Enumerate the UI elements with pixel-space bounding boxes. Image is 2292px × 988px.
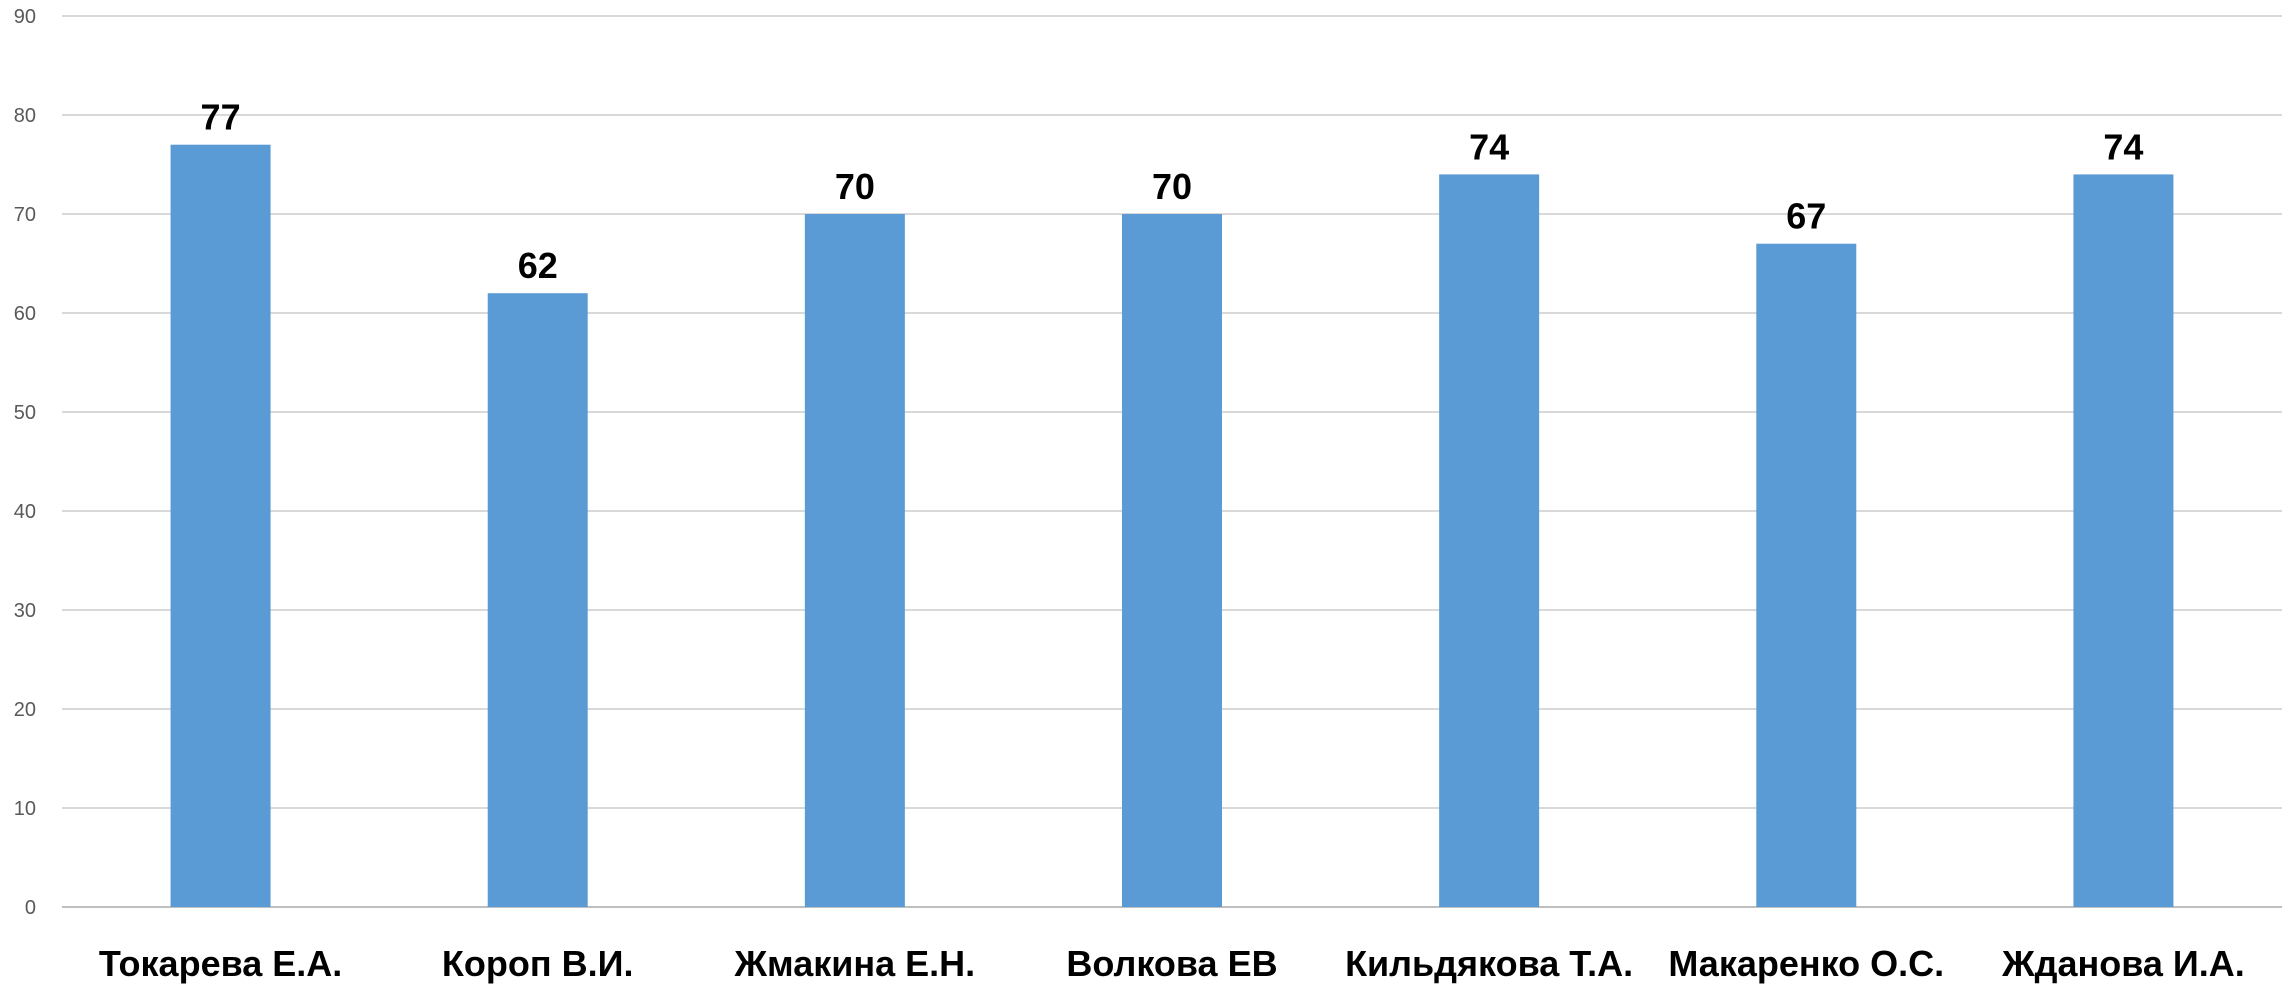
y-tick-label: 20	[14, 699, 36, 721]
y-tick-label: 10	[14, 798, 36, 820]
data-label: 70	[835, 166, 875, 207]
bar	[487, 293, 588, 907]
data-label: 77	[201, 97, 241, 138]
x-category-label: Токарева Е.А.	[99, 943, 342, 984]
y-tick-label: 80	[14, 105, 36, 127]
bar	[804, 214, 905, 907]
y-tick-label: 40	[14, 501, 36, 523]
data-label: 62	[518, 245, 558, 286]
y-tick-label: 90	[14, 6, 36, 28]
x-category-label: Кильдякова Т.А.	[1345, 943, 1633, 984]
x-category-label: Жмакина Е.Н.	[734, 943, 976, 984]
x-category-label: Макаренко О.С.	[1668, 943, 1944, 984]
bar	[1122, 214, 1222, 907]
bar	[170, 144, 271, 907]
data-label: 74	[2103, 126, 2143, 167]
bars	[170, 144, 2174, 907]
x-category-label: Волкова ЕВ	[1066, 943, 1277, 984]
bar	[2073, 174, 2174, 907]
x-axis-categories: Токарева Е.А. Короп В.И. Жмакина Е.Н. Волко…	[99, 943, 2245, 984]
bar	[1439, 174, 1540, 907]
x-category-label: Короп В.И.	[442, 943, 634, 984]
y-axis-ticks: 0 10 20 30 40 50 60 70 80 90	[14, 6, 36, 919]
y-tick-label: 0	[25, 897, 36, 919]
x-category-label: Жданова И.А.	[2001, 943, 2245, 984]
y-tick-label: 60	[14, 303, 36, 325]
y-tick-label: 50	[14, 402, 36, 424]
data-label: 70	[1152, 166, 1192, 207]
data-label: 67	[1786, 196, 1826, 237]
data-labels: 77 62 70 70 74 67 74	[201, 97, 2144, 287]
y-tick-label: 30	[14, 600, 36, 622]
data-label: 74	[1469, 126, 1509, 167]
y-tick-label: 70	[14, 204, 36, 226]
bar	[1756, 243, 1857, 907]
